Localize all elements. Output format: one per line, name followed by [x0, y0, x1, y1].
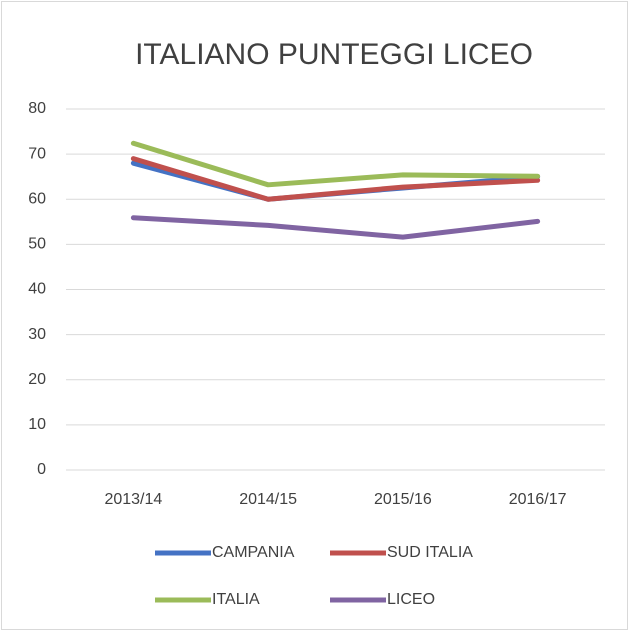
- chart-title: ITALIANO PUNTEGGI LICEO: [135, 38, 533, 71]
- y-tick-label: 80: [28, 100, 46, 117]
- legend-label: CAMPANIA: [212, 544, 295, 561]
- y-tick-label: 0: [37, 461, 46, 478]
- y-tick-label: 10: [28, 416, 46, 433]
- y-tick-label: 30: [28, 326, 46, 343]
- line-series: [130, 140, 541, 188]
- line-series: [130, 215, 541, 240]
- y-tick-label: 20: [28, 371, 46, 388]
- x-tick-label: 2015/16: [374, 491, 432, 508]
- y-tick-label: 70: [28, 145, 46, 162]
- line-series: [130, 156, 541, 202]
- legend-label: ITALIA: [212, 591, 260, 608]
- legend-label: LICEO: [387, 591, 435, 608]
- y-tick-label: 60: [28, 190, 46, 207]
- legend-label: SUD ITALIA: [387, 544, 473, 561]
- x-tick-label: 2013/14: [104, 491, 162, 508]
- x-tick-label: 2016/17: [509, 491, 567, 508]
- x-tick-label: 2014/15: [239, 491, 297, 508]
- y-tick-label: 40: [28, 281, 46, 298]
- y-tick-label: 50: [28, 236, 46, 253]
